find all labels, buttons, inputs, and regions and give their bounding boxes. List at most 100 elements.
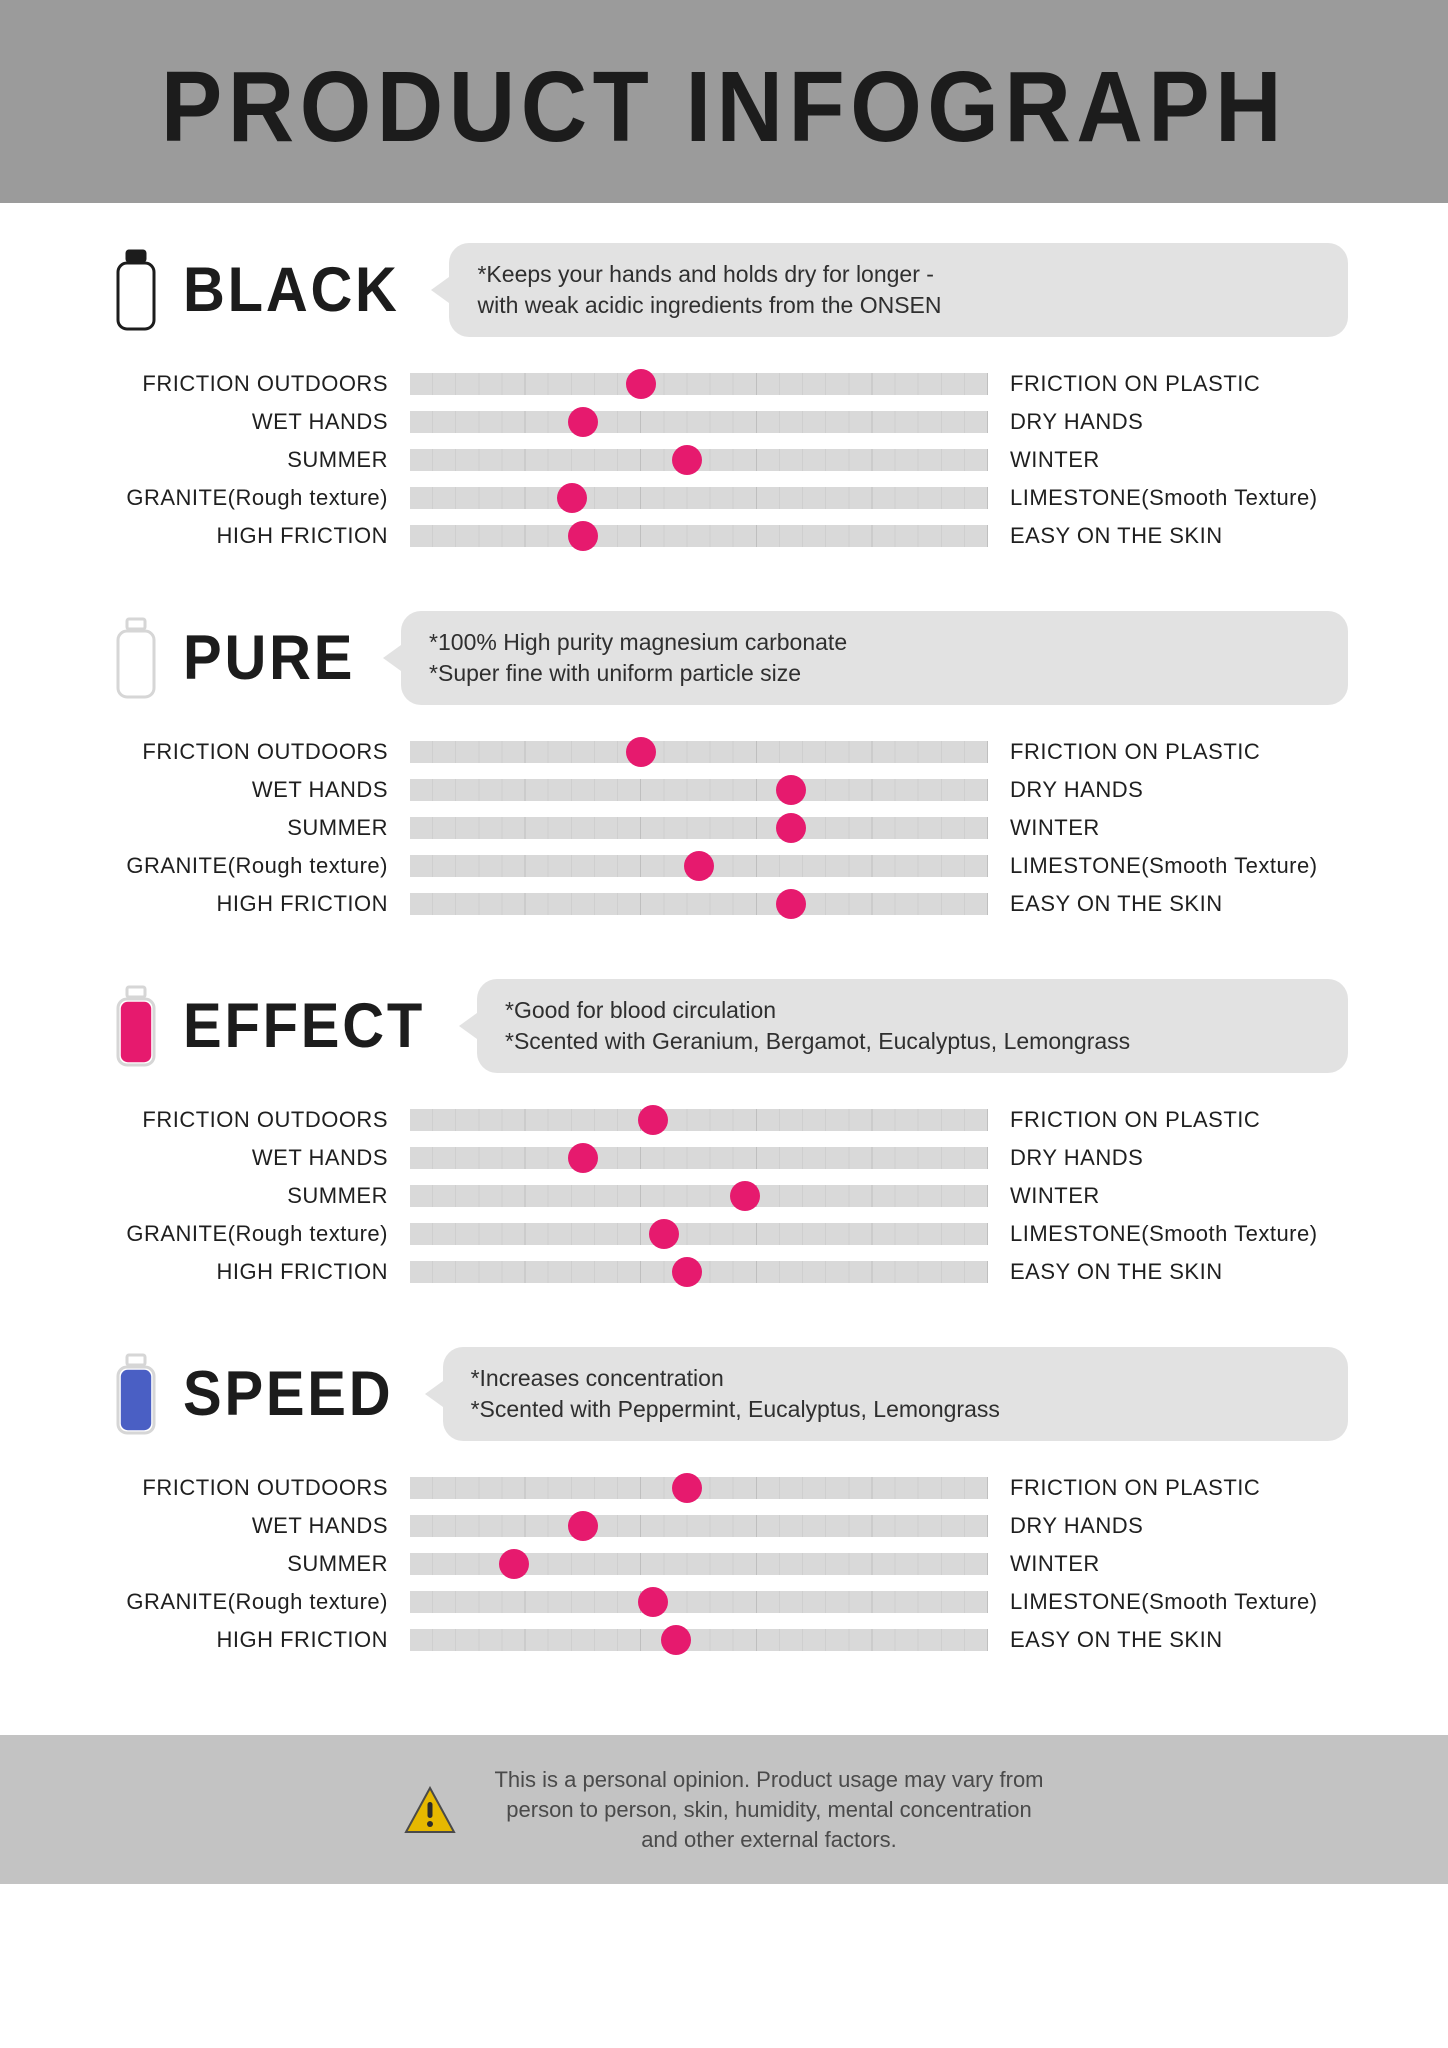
footer-text: This is a personal opinion. Product usag… <box>494 1765 1043 1854</box>
slider-row: WET HANDS DRY HANDS <box>100 1145 1348 1171</box>
slider-label-left: FRICTION OUTDOORS <box>100 1475 410 1501</box>
bottle-icon <box>100 979 172 1073</box>
bottle-icon <box>100 1347 172 1441</box>
slider-track <box>410 817 988 839</box>
slider-label-left: HIGH FRICTION <box>100 1259 410 1285</box>
slider-label-right: DRY HANDS <box>988 1145 1348 1171</box>
slider-label-left: WET HANDS <box>100 1145 410 1171</box>
slider-knob <box>638 1105 668 1135</box>
slider-label-left: SUMMER <box>100 1551 410 1577</box>
slider-label-right: FRICTION ON PLASTIC <box>988 739 1348 765</box>
product-section: EFFECT *Good for blood circulation*Scent… <box>100 979 1348 1285</box>
slider-knob <box>499 1549 529 1579</box>
header-band: PRODUCT INFOGRAPH <box>0 0 1448 203</box>
slider-row: FRICTION OUTDOORS FRICTION ON PLASTIC <box>100 739 1348 765</box>
slider-knob <box>661 1625 691 1655</box>
product-description: *100% High purity magnesium carbonate*Su… <box>401 611 1348 705</box>
slider-row: WET HANDS DRY HANDS <box>100 409 1348 435</box>
slider-knob <box>649 1219 679 1249</box>
slider-row: SUMMER WINTER <box>100 1183 1348 1209</box>
slider-label-right: WINTER <box>988 1551 1348 1577</box>
product-header: BLACK *Keeps your hands and holds dry fo… <box>100 243 1348 337</box>
slider-knob <box>626 737 656 767</box>
slider-track <box>410 411 988 433</box>
slider-track <box>410 1147 988 1169</box>
slider-knob <box>672 1257 702 1287</box>
slider-label-left: SUMMER <box>100 815 410 841</box>
slider-row: GRANITE(Rough texture) LIMESTONE(Smooth … <box>100 853 1348 879</box>
slider-knob <box>568 1143 598 1173</box>
slider-label-left: GRANITE(Rough texture) <box>100 485 410 511</box>
slider-label-right: LIMESTONE(Smooth Texture) <box>988 1221 1348 1247</box>
slider-label-right: WINTER <box>988 1183 1348 1209</box>
slider-label-left: WET HANDS <box>100 1513 410 1539</box>
slider-label-left: HIGH FRICTION <box>100 891 410 917</box>
slider-row: FRICTION OUTDOORS FRICTION ON PLASTIC <box>100 1107 1348 1133</box>
slider-group: FRICTION OUTDOORS FRICTION ON PLASTIC WE… <box>100 1475 1348 1653</box>
product-name: SPEED <box>172 1347 421 1441</box>
warning-icon <box>404 1786 456 1834</box>
slider-label-right: EASY ON THE SKIN <box>988 1259 1348 1285</box>
slider-group: FRICTION OUTDOORS FRICTION ON PLASTIC WE… <box>100 1107 1348 1285</box>
page-title: PRODUCT INFOGRAPH <box>58 50 1390 165</box>
slider-group: FRICTION OUTDOORS FRICTION ON PLASTIC WE… <box>100 739 1348 917</box>
slider-label-left: HIGH FRICTION <box>100 1627 410 1653</box>
slider-track <box>410 893 988 915</box>
slider-label-left: SUMMER <box>100 447 410 473</box>
slider-row: GRANITE(Rough texture) LIMESTONE(Smooth … <box>100 1221 1348 1247</box>
slider-row: FRICTION OUTDOORS FRICTION ON PLASTIC <box>100 371 1348 397</box>
slider-label-right: FRICTION ON PLASTIC <box>988 1107 1348 1133</box>
product-header: EFFECT *Good for blood circulation*Scent… <box>100 979 1348 1073</box>
slider-label-left: FRICTION OUTDOORS <box>100 1107 410 1133</box>
slider-track <box>410 487 988 509</box>
slider-row: HIGH FRICTION EASY ON THE SKIN <box>100 1259 1348 1285</box>
slider-label-right: FRICTION ON PLASTIC <box>988 1475 1348 1501</box>
slider-label-right: EASY ON THE SKIN <box>988 1627 1348 1653</box>
slider-row: HIGH FRICTION EASY ON THE SKIN <box>100 523 1348 549</box>
slider-row: WET HANDS DRY HANDS <box>100 1513 1348 1539</box>
slider-label-left: WET HANDS <box>100 777 410 803</box>
slider-label-right: EASY ON THE SKIN <box>988 891 1348 917</box>
slider-row: GRANITE(Rough texture) LIMESTONE(Smooth … <box>100 485 1348 511</box>
slider-label-left: GRANITE(Rough texture) <box>100 1221 410 1247</box>
product-section: PURE *100% High purity magnesium carbona… <box>100 611 1348 917</box>
product-description: *Increases concentration*Scented with Pe… <box>443 1347 1348 1441</box>
footer-band: This is a personal opinion. Product usag… <box>0 1735 1448 1884</box>
slider-knob <box>776 775 806 805</box>
slider-knob <box>684 851 714 881</box>
slider-track <box>410 1109 988 1131</box>
product-header: SPEED *Increases concentration*Scented w… <box>100 1347 1348 1441</box>
slider-track <box>410 1477 988 1499</box>
slider-label-right: LIMESTONE(Smooth Texture) <box>988 1589 1348 1615</box>
slider-knob <box>568 1511 598 1541</box>
slider-label-right: FRICTION ON PLASTIC <box>988 371 1348 397</box>
slider-track <box>410 525 988 547</box>
product-header: PURE *100% High purity magnesium carbona… <box>100 611 1348 705</box>
slider-label-left: WET HANDS <box>100 409 410 435</box>
slider-track <box>410 449 988 471</box>
slider-track <box>410 855 988 877</box>
slider-track <box>410 1185 988 1207</box>
slider-track <box>410 1515 988 1537</box>
slider-label-right: DRY HANDS <box>988 409 1348 435</box>
slider-knob <box>730 1181 760 1211</box>
slider-row: HIGH FRICTION EASY ON THE SKIN <box>100 891 1348 917</box>
slider-row: SUMMER WINTER <box>100 447 1348 473</box>
product-description: *Good for blood circulation*Scented with… <box>477 979 1348 1073</box>
slider-knob <box>638 1587 668 1617</box>
slider-label-left: GRANITE(Rough texture) <box>100 1589 410 1615</box>
product-section: BLACK *Keeps your hands and holds dry fo… <box>100 243 1348 549</box>
slider-knob <box>568 407 598 437</box>
slider-label-right: EASY ON THE SKIN <box>988 523 1348 549</box>
bottle-icon <box>100 243 172 337</box>
slider-track <box>410 1261 988 1283</box>
slider-knob <box>568 521 598 551</box>
slider-track <box>410 1629 988 1651</box>
slider-label-right: WINTER <box>988 815 1348 841</box>
slider-track <box>410 1591 988 1613</box>
slider-knob <box>626 369 656 399</box>
slider-label-left: GRANITE(Rough texture) <box>100 853 410 879</box>
slider-label-right: LIMESTONE(Smooth Texture) <box>988 485 1348 511</box>
slider-row: GRANITE(Rough texture) LIMESTONE(Smooth … <box>100 1589 1348 1615</box>
product-description: *Keeps your hands and holds dry for long… <box>449 243 1348 337</box>
